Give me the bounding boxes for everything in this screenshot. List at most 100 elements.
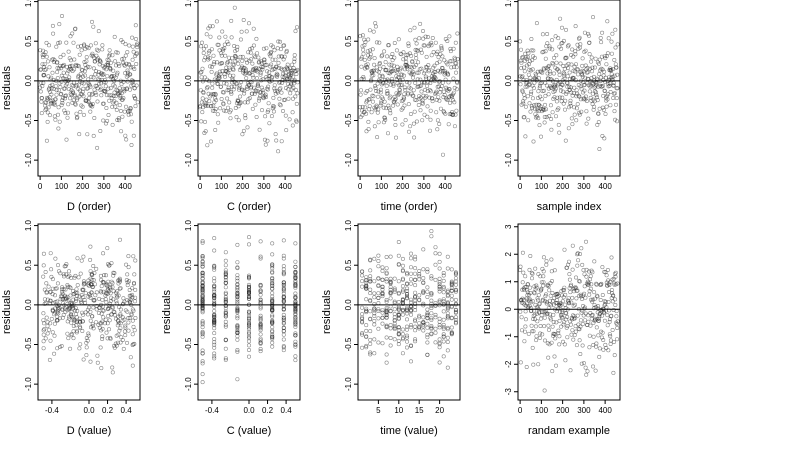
- data-point: [409, 65, 414, 70]
- data-point: [216, 82, 221, 87]
- data-point: [226, 105, 231, 110]
- data-point: [130, 44, 135, 49]
- data-point: [563, 358, 568, 363]
- data-point: [400, 332, 405, 337]
- data-point: [223, 290, 228, 295]
- data-point: [530, 345, 535, 350]
- data-point: [611, 370, 616, 375]
- data-point: [66, 336, 71, 341]
- data-point: [531, 362, 536, 367]
- data-point: [110, 285, 115, 290]
- data-point: [200, 254, 205, 259]
- data-point: [449, 330, 454, 335]
- data-point: [360, 305, 365, 310]
- data-point: [212, 312, 217, 317]
- data-point: [127, 43, 132, 48]
- data-point: [364, 308, 369, 313]
- data-point: [523, 51, 528, 56]
- data-point: [400, 337, 405, 342]
- data-point: [574, 118, 579, 123]
- data-point: [439, 47, 444, 52]
- data-point: [87, 96, 92, 101]
- data-point: [454, 108, 459, 113]
- data-point: [392, 288, 397, 293]
- data-point: [117, 86, 122, 91]
- data-point: [429, 291, 434, 296]
- data-point: [74, 287, 79, 292]
- data-point: [364, 343, 369, 348]
- data-point: [96, 310, 101, 315]
- data-point: [423, 74, 428, 79]
- data-point: [98, 59, 103, 64]
- data-point: [449, 315, 454, 320]
- data-point: [285, 62, 290, 67]
- data-point: [408, 359, 413, 364]
- data-point: [592, 65, 597, 70]
- data-point: [214, 71, 219, 76]
- data-point: [563, 317, 568, 322]
- data-point: [97, 77, 102, 82]
- data-point: [258, 254, 263, 259]
- data-point: [99, 86, 104, 91]
- data-point: [59, 343, 64, 348]
- data-point: [579, 294, 584, 299]
- data-point: [44, 138, 49, 143]
- data-point: [556, 69, 561, 74]
- data-point: [54, 44, 59, 49]
- data-point: [372, 84, 377, 89]
- data-point: [209, 92, 214, 97]
- data-point: [69, 332, 74, 337]
- data-point: [409, 53, 414, 58]
- data-point: [128, 355, 133, 360]
- data-point: [417, 298, 422, 303]
- data-point: [118, 307, 123, 312]
- data-point: [527, 303, 532, 308]
- data-point: [110, 365, 115, 370]
- data-point: [609, 39, 614, 44]
- data-point: [105, 118, 110, 123]
- data-point: [81, 357, 86, 362]
- data-point: [235, 307, 240, 312]
- data-point: [124, 278, 129, 283]
- data-point: [88, 109, 93, 114]
- data-point: [293, 312, 298, 317]
- data-point: [547, 46, 552, 51]
- data-point: [395, 69, 400, 74]
- data-point: [291, 66, 296, 71]
- data-point: [451, 46, 456, 51]
- data-point: [447, 34, 452, 39]
- data-point: [55, 112, 60, 117]
- data-point: [41, 346, 46, 351]
- data-point: [61, 52, 66, 57]
- data-point: [293, 320, 298, 325]
- data-point: [417, 315, 422, 320]
- data-point: [549, 127, 554, 132]
- x-tick-label: -0.4: [205, 406, 219, 415]
- data-point: [596, 61, 601, 66]
- data-point: [45, 119, 50, 124]
- data-point: [400, 77, 405, 82]
- data-point: [573, 49, 578, 54]
- data-point: [98, 345, 103, 350]
- data-point: [55, 281, 60, 286]
- data-point: [388, 111, 393, 116]
- data-point: [57, 22, 62, 27]
- data-point: [260, 67, 265, 72]
- data-point: [292, 53, 297, 58]
- data-point: [198, 70, 203, 75]
- data-point: [200, 285, 205, 290]
- data-point: [114, 299, 119, 304]
- data-point: [235, 323, 240, 328]
- y-tick-label: 0.0: [184, 299, 193, 311]
- data-point: [593, 368, 598, 373]
- data-point: [360, 345, 365, 350]
- data-point: [404, 308, 409, 313]
- x-tick-label: 300: [577, 182, 591, 191]
- data-point: [258, 318, 263, 323]
- data-point: [580, 63, 585, 68]
- data-point: [590, 312, 595, 317]
- data-point: [84, 345, 89, 350]
- residual-panel-1: 0 100 200 300 400-1.0-0.50.00.51.0D (order)r…: [1, 0, 141, 213]
- data-point: [101, 101, 106, 106]
- data-point: [121, 346, 126, 351]
